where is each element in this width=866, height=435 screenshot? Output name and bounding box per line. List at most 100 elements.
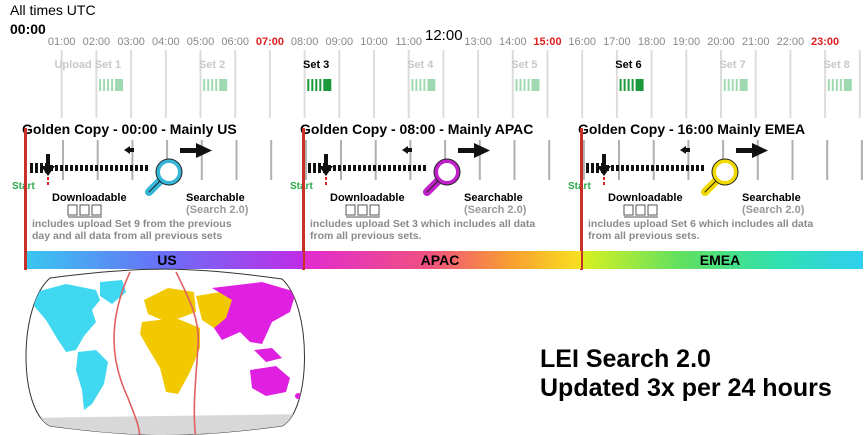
progress-segment: [35, 163, 38, 173]
progress-segment: [110, 165, 113, 171]
golden-copy-sections: Golden Copy - 00:00 - Mainly US Start Down…: [12, 121, 863, 242]
upload-set-bar: [219, 79, 228, 91]
progress-segment: [646, 165, 649, 171]
hour-label: 10:00: [360, 36, 388, 48]
golden-copy-emea: Golden Copy - 16:00 Mainly EMEA Start Down…: [568, 121, 863, 242]
searchable-label: Searchable: [186, 192, 245, 204]
hour-label: 11:00: [395, 36, 422, 48]
section-hour-tick: [687, 140, 690, 180]
section-hour-tick: [340, 140, 342, 180]
section-hour-tick: [756, 140, 759, 180]
progress-segment: [80, 165, 83, 171]
hour-label: 01:00: [48, 36, 76, 48]
hour-tick: [650, 50, 653, 118]
region-label-us: US: [157, 252, 176, 268]
map-africa: [140, 318, 200, 394]
searchable-label: Searchable: [464, 192, 523, 204]
upload-set-label: Upload Set 1: [54, 59, 121, 71]
upload-set-bar: [739, 79, 748, 91]
small-arrow-icon: [124, 146, 130, 154]
hour-tick: [373, 50, 375, 118]
upload-set-label: Set 3: [303, 59, 329, 71]
region-band-apac: [305, 251, 581, 269]
progress-segment: [363, 165, 366, 171]
hour-label: 09:00: [326, 36, 354, 48]
upload-set-bar: [623, 79, 626, 91]
right-arrow-shaft: [736, 148, 754, 153]
upload-set-bar: [415, 79, 418, 91]
hour-tick: [407, 50, 410, 118]
progress-segment: [631, 165, 634, 171]
footer-title: LEI Search 2.0: [540, 345, 711, 373]
section-hour-tick: [791, 140, 794, 180]
hour-tick: [60, 50, 63, 118]
hour-label: 03:00: [117, 36, 145, 48]
magnifier-icon: [156, 159, 182, 185]
small-arrow-icon: [680, 146, 686, 154]
golden-copy-apac: Golden Copy - 08:00 - Mainly APAC Start Do…: [290, 121, 585, 242]
progress-segment: [596, 163, 599, 173]
progress-segment: [348, 165, 351, 171]
progress-segment: [333, 165, 336, 171]
search-version-label: (Search 2.0): [186, 204, 249, 216]
download-arrow-head: [41, 166, 55, 176]
magnifier-ring: [433, 158, 461, 186]
progress-segment: [701, 165, 704, 171]
progress-segment: [308, 163, 311, 173]
magnifier-icon: [712, 159, 738, 185]
section-hour-tick: [235, 140, 238, 180]
hour-tick: [303, 50, 306, 118]
download-arrow-shaft: [324, 154, 328, 168]
upload-set-bar: [211, 79, 214, 91]
section-hour-tick: [409, 140, 412, 180]
download-arrow-shaft: [46, 154, 50, 168]
hour-tick: [95, 50, 98, 118]
magnifier-ring: [155, 158, 183, 186]
hour-label: 18:00: [638, 36, 666, 48]
magnifier-handle-edge: [148, 179, 162, 193]
hour-tick: [477, 50, 480, 118]
description-line: includes upload Set 9 from the previous: [32, 218, 232, 230]
progress-segment: [85, 165, 88, 171]
description-line: from all previous sets.: [310, 230, 422, 242]
hour-tick: [130, 50, 133, 118]
section-hour-tick: [582, 140, 585, 180]
upload-set-bar: [839, 79, 842, 91]
hour-tick: [685, 50, 688, 118]
footer-subtitle: Updated 3x per 24 hours: [540, 374, 832, 402]
progress-segment: [135, 165, 138, 171]
golden-copy-us: Golden Copy - 00:00 - Mainly US Start Down…: [12, 121, 307, 242]
download-arrow-shaft: [602, 154, 606, 168]
progress-segment: [90, 165, 93, 171]
magnifier-handle-edge: [426, 179, 440, 193]
progress-segment: [586, 163, 589, 173]
upload-set-bar: [115, 79, 124, 91]
upload-set-bar: [627, 79, 630, 91]
section-hour-tick: [304, 140, 307, 180]
upload-set-bar: [411, 79, 414, 91]
progress-segment: [418, 165, 421, 171]
right-arrow-shaft: [458, 148, 476, 153]
hour-tick: [511, 50, 514, 118]
progress-segment: [373, 165, 376, 171]
upload-set-bar: [315, 79, 318, 91]
hour-label: 06:00: [221, 36, 249, 48]
downloadable-label: Downloadable: [330, 192, 405, 204]
progress-segment: [95, 165, 98, 171]
golden-copy-title: Golden Copy - 16:00 Mainly EMEA: [578, 121, 805, 137]
right-arrow-head: [474, 143, 490, 158]
progress-segment: [641, 165, 644, 171]
upload-set-bar: [311, 79, 314, 91]
upload-sets: Upload Set 1 Set 2 Set 3 Set 4 Set 5 Set 6 Set…: [54, 59, 852, 91]
upload-set-bar: [523, 79, 526, 91]
downloadable-label: Downloadable: [52, 192, 127, 204]
progress-segment: [338, 165, 341, 171]
hour-label: 21:00: [742, 36, 770, 48]
progress-segment: [591, 163, 594, 173]
magnifier-ring: [711, 158, 739, 186]
magnifier-icon: [434, 159, 460, 185]
progress-segment: [393, 165, 396, 171]
progress-segment: [686, 165, 689, 171]
hour-label: 19:00: [673, 36, 701, 48]
